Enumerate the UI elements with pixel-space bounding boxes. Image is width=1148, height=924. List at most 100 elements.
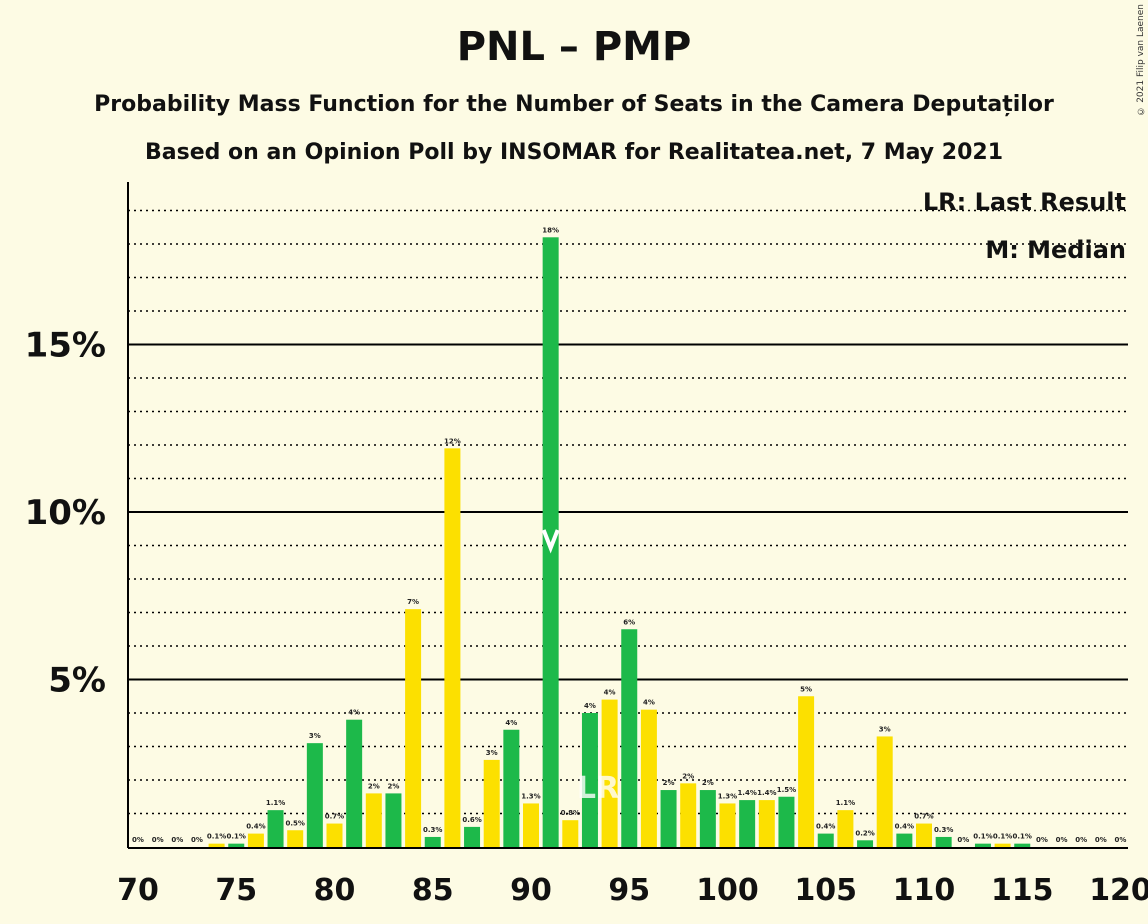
bar-label-seat-80: 0.7% xyxy=(325,813,344,821)
y-tick-label: 5% xyxy=(48,661,106,701)
bar-label-seat-75: 0.1% xyxy=(227,833,246,841)
last-result-marker: LR xyxy=(577,771,619,806)
bar-seat-92 xyxy=(562,820,579,847)
bar-seat-94 xyxy=(601,699,618,847)
bar-seat-88 xyxy=(483,759,500,847)
bar-seat-105 xyxy=(817,833,834,847)
x-tick-label: 90 xyxy=(510,873,552,908)
y-tick-label: 10% xyxy=(25,493,106,533)
bar-seat-97 xyxy=(660,790,677,847)
bar-seat-95 xyxy=(621,629,638,847)
bar-label-seat-88: 3% xyxy=(486,749,498,757)
bar-seat-107 xyxy=(857,840,874,847)
bar-label-seat-102: 1.4% xyxy=(757,789,776,797)
legend-median: M: Median xyxy=(985,236,1126,264)
bar-label-seat-74: 0.1% xyxy=(207,833,226,841)
bar-seat-98 xyxy=(680,783,697,847)
bar-label-seat-86: 12% xyxy=(444,437,461,445)
bar-label-seat-89: 4% xyxy=(505,719,517,727)
bar-seat-80 xyxy=(326,823,343,847)
bar-label-seat-108: 3% xyxy=(879,725,891,733)
bar-label-seat-93: 4% xyxy=(584,702,596,710)
bar-seat-90 xyxy=(523,803,539,847)
bar-seat-79 xyxy=(306,743,323,847)
x-tick-label: 95 xyxy=(608,873,650,908)
bar-label-seat-99: 2% xyxy=(702,779,714,787)
bar-label-seat-112: 0% xyxy=(957,836,969,844)
bar-labels-group: 0% 0% 0% 0% 0.1% 0.1%0.4%1.1%0.5%3%0.7%4%2% 2%… xyxy=(132,226,1126,844)
bar-label-seat-105: 0.4% xyxy=(816,823,835,831)
bar-label-seat-115: 0.1% xyxy=(1013,833,1032,841)
bar-label-seat-79: 3% xyxy=(309,732,321,740)
x-tick-label: 80 xyxy=(314,873,356,908)
chart-title: PNL – PMP xyxy=(456,24,692,70)
bar-label-seat-84: 7% xyxy=(407,598,419,606)
bars-group: LR xyxy=(208,237,1031,848)
bar-label-seat-101: 1.4% xyxy=(737,789,756,797)
bar-seat-99 xyxy=(699,790,716,847)
bar-seat-96 xyxy=(640,709,657,847)
bar-seat-106 xyxy=(837,810,854,847)
x-tick-label: 75 xyxy=(215,873,257,908)
bar-label-seat-70: 0% xyxy=(132,836,144,844)
bar-seat-77 xyxy=(267,810,284,847)
bar-label-seat-104: 5% xyxy=(800,685,812,693)
median-marker xyxy=(541,529,560,554)
bar-seat-78 xyxy=(287,830,304,847)
bar-label-seat-91: 18% xyxy=(542,226,559,234)
bar-label-seat-103: 1.5% xyxy=(777,786,796,794)
x-tick-label: 115 xyxy=(991,873,1054,908)
bar-seat-93 xyxy=(581,713,598,847)
bar-seat-81 xyxy=(346,719,363,847)
bar-seat-83 xyxy=(385,793,402,847)
bar-label-seat-96: 4% xyxy=(643,699,655,707)
bar-label-seat-95: 6% xyxy=(623,618,635,626)
bar-seat-74 xyxy=(208,843,225,847)
bar-label-seat-109: 0.4% xyxy=(895,823,914,831)
bar-label-seat-120: 0% xyxy=(1115,836,1127,844)
bar-label-seat-72: 0% xyxy=(171,836,183,844)
legend-last-result: LR: Last Result xyxy=(923,188,1126,216)
y-tick-label: 15% xyxy=(25,326,106,366)
bar-label-seat-110: 0.7% xyxy=(914,813,933,821)
bar-label-seat-92: 0.8% xyxy=(561,809,580,817)
chart-subtitle-1: Probability Mass Function for the Number… xyxy=(94,92,1054,117)
bar-seat-115 xyxy=(1014,843,1031,847)
bar-seat-111 xyxy=(935,836,952,847)
bar-seat-91 xyxy=(542,237,559,848)
bar-label-seat-81: 4% xyxy=(348,709,360,717)
bar-seat-75 xyxy=(228,843,245,847)
bar-label-seat-117: 0% xyxy=(1056,836,1068,844)
bar-label-seat-106: 1.1% xyxy=(836,799,855,807)
bar-seat-102 xyxy=(758,800,775,847)
x-tick-label: 85 xyxy=(412,873,454,908)
bar-label-seat-77: 1.1% xyxy=(266,799,285,807)
x-tick-label: 70 xyxy=(117,873,159,908)
bar-seat-103 xyxy=(778,796,795,847)
bar-label-seat-116: 0% xyxy=(1036,836,1048,844)
x-tick-label: 105 xyxy=(794,873,857,908)
bar-label-seat-83: 2% xyxy=(388,782,400,790)
bar-label-seat-118: 0% xyxy=(1075,836,1087,844)
legend: LR: Last Result M: Median xyxy=(923,188,1126,264)
bar-seat-100 xyxy=(719,803,736,847)
bar-label-seat-114: 0.1% xyxy=(993,833,1012,841)
bar-label-seat-71: 0% xyxy=(152,836,164,844)
bar-seat-87 xyxy=(464,826,481,847)
bar-seat-82 xyxy=(365,793,382,847)
bar-label-seat-100: 1.3% xyxy=(718,792,737,800)
bar-seat-85 xyxy=(424,836,441,847)
bar-label-seat-111: 0.3% xyxy=(934,826,953,834)
bar-label-seat-113: 0.1% xyxy=(973,833,992,841)
bar-label-seat-82: 2% xyxy=(368,782,380,790)
bar-label-seat-97: 2% xyxy=(663,779,675,787)
bar-seat-104 xyxy=(798,696,815,847)
bar-label-seat-94: 4% xyxy=(604,689,616,697)
bar-seat-113 xyxy=(974,843,991,847)
bar-label-seat-98: 2% xyxy=(682,772,694,780)
bar-seat-86 xyxy=(444,448,461,847)
bar-seat-101 xyxy=(739,800,756,847)
bar-label-seat-107: 0.2% xyxy=(855,829,874,837)
bar-label-seat-87: 0.6% xyxy=(462,816,481,824)
